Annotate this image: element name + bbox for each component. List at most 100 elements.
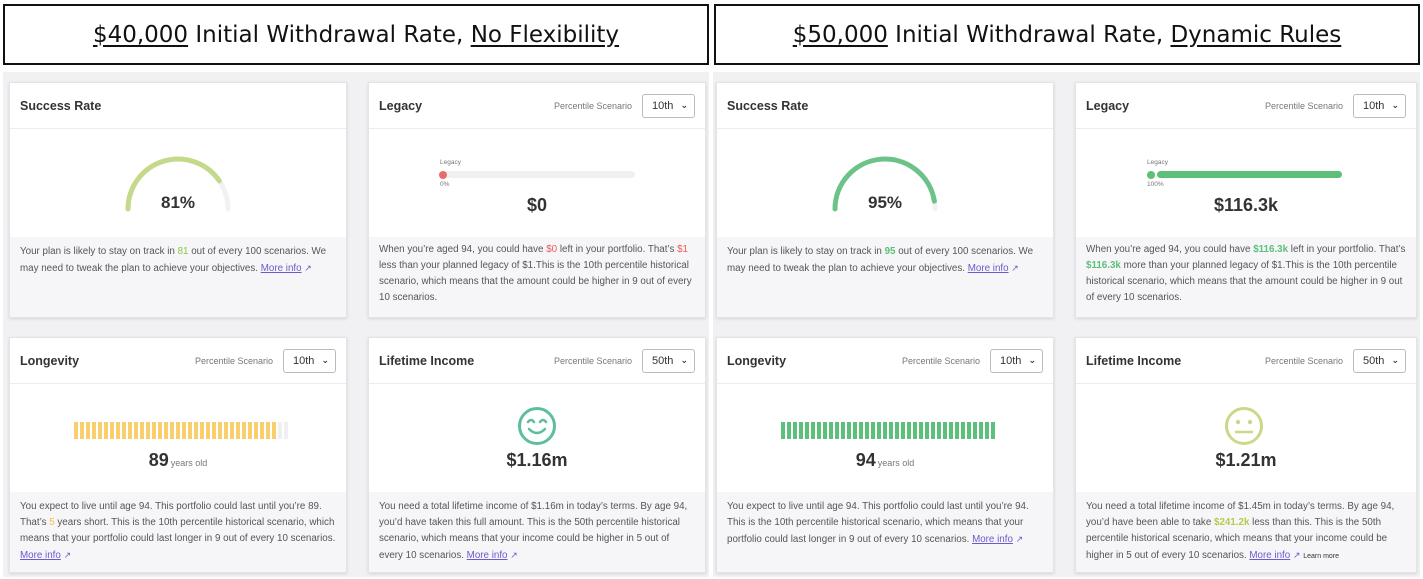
legacy-percent: 100% [1147,181,1164,188]
legacy-card: Legacy Percentile Scenario 10th ⌄ Legacy … [368,82,706,318]
legacy-start-marker [1147,171,1155,179]
percentile-label: Percentile Scenario [1264,355,1343,366]
longevity-bar [877,422,881,439]
success-rate-card: Success Rate 95% Your plan is likely to … [716,82,1054,318]
longevity-bar [218,422,222,439]
desc-text: more than your planned legacy of $1.This… [1086,260,1403,303]
percentile-label: Percentile Scenario [553,100,632,111]
longevity-bar [158,422,162,439]
longevity-bar [80,422,84,439]
longevity-description: You expect to live until age 94. This po… [717,492,1053,572]
longevity-bar [152,422,156,439]
longevity-bar [895,422,899,439]
longevity-bar [122,422,126,439]
longevity-bar [847,422,851,439]
desc-highlight: $116.3k [1253,244,1289,255]
longevity-bar [104,422,108,439]
gauge-fill [125,156,222,212]
legacy-description: When you’re aged 94, you could have $116… [1076,237,1416,317]
percentile-select[interactable]: 50th ⌄ [1353,348,1406,373]
more-info-link[interactable]: More info [1249,550,1291,561]
percentile-select[interactable]: 10th ⌄ [990,348,1043,373]
percentile-select[interactable]: 10th ⌄ [283,348,336,373]
select-value: 50th [1363,354,1385,367]
legacy-fill [1157,171,1342,178]
chevron-down-icon: ⌄ [321,355,329,365]
external-link-icon[interactable]: ↗ [63,550,72,560]
longevity-bar [937,422,941,439]
legacy-marker [439,171,447,179]
longevity-age: 89 years old [10,450,346,471]
desc-highlight: $1 [677,244,688,255]
longevity-bar [985,422,989,439]
longevity-bar [793,422,797,439]
desc-highlight: 81 [177,246,189,257]
longevity-bar [799,422,803,439]
longevity-bar [200,422,204,439]
longevity-bar [224,422,228,439]
desc-text: left in your portfolio. That’s [557,244,678,255]
desc-text: When you’re aged 94, you could have [1086,244,1254,255]
longevity-bar [787,422,791,439]
select-value: 10th [652,99,674,112]
desc-text: Your plan is likely to stay on track in [727,246,885,257]
neutral-face-icon [1225,407,1263,445]
longevity-bar [284,422,288,439]
more-info-link[interactable]: More info [972,534,1013,545]
more-info-link[interactable]: More info [967,263,1009,274]
external-link-icon[interactable]: ↗ [304,263,312,273]
age-value: 89 [148,450,169,470]
legacy-value: $116.3k [1213,195,1279,215]
income-face-area: $1.21m [1076,384,1416,494]
select-value: 50th [652,354,674,367]
longevity-bar [134,422,138,439]
external-link-icon[interactable]: ↗ [1011,263,1019,273]
more-info-link[interactable]: More info [466,550,508,561]
card-title: Longevity [20,353,80,368]
longevity-bar [194,422,198,439]
gauge-area: 95% [717,129,1053,239]
desc-text: You need a total lifetime income of $1.4… [1086,501,1395,528]
longevity-bar [907,422,911,439]
external-link-icon[interactable]: ↗ [1292,550,1301,560]
longevity-bar [254,422,258,439]
longevity-bar [955,422,959,439]
legacy-value: $0 [526,195,548,215]
desc-highlight: $0 [546,244,558,255]
percentile-select[interactable]: 10th ⌄ [642,93,695,118]
success-gauge [125,156,231,212]
chevron-down-icon: ⌄ [1028,355,1036,365]
card-title: Longevity [727,353,787,368]
more-info-link[interactable]: More info [20,550,61,561]
longevity-bar [817,422,821,439]
longevity-bar [116,422,120,439]
external-link-icon[interactable]: ↗ [1015,534,1024,544]
learn-more-link[interactable]: Learn more [1303,553,1340,560]
percentile-label: Percentile Scenario [901,355,980,366]
desc-text: less than your planned legacy of $1.This… [379,260,692,303]
longevity-bar-area: 89 years old [10,384,346,494]
income-value: $1.21m [1215,450,1277,470]
success-rate-card: Success Rate 81% Your plan is likely to … [9,82,347,318]
more-info-link[interactable]: More info [260,263,302,274]
desc-text: out of every 100 scenarios. We may need … [20,246,327,274]
legacy-card: Legacy Percentile Scenario 10th ⌄ Legacy … [1075,82,1417,318]
longevity-bar [260,422,264,439]
percentile-label: Percentile Scenario [553,355,632,366]
select-value: 10th [293,354,315,367]
external-link-icon[interactable]: ↗ [510,550,518,560]
longevity-bar [889,422,893,439]
income-description: You need a total lifetime income of $1.1… [369,492,705,572]
desc-highlight: $241.2k [1214,517,1250,528]
longevity-description: You expect to live until age 94. This po… [10,492,346,572]
longevity-bar [829,422,833,439]
age-unit: years old [170,458,208,468]
chevron-down-icon: ⌄ [1391,100,1399,110]
longevity-bar [961,422,965,439]
percentile-select[interactable]: 50th ⌄ [642,348,695,373]
percentile-select[interactable]: 10th ⌄ [1353,93,1406,118]
success-rate-value: 81% [160,193,196,212]
longevity-bar [230,422,234,439]
income-value: $1.16m [506,450,568,470]
longevity-age: 94 years old [717,450,1053,471]
